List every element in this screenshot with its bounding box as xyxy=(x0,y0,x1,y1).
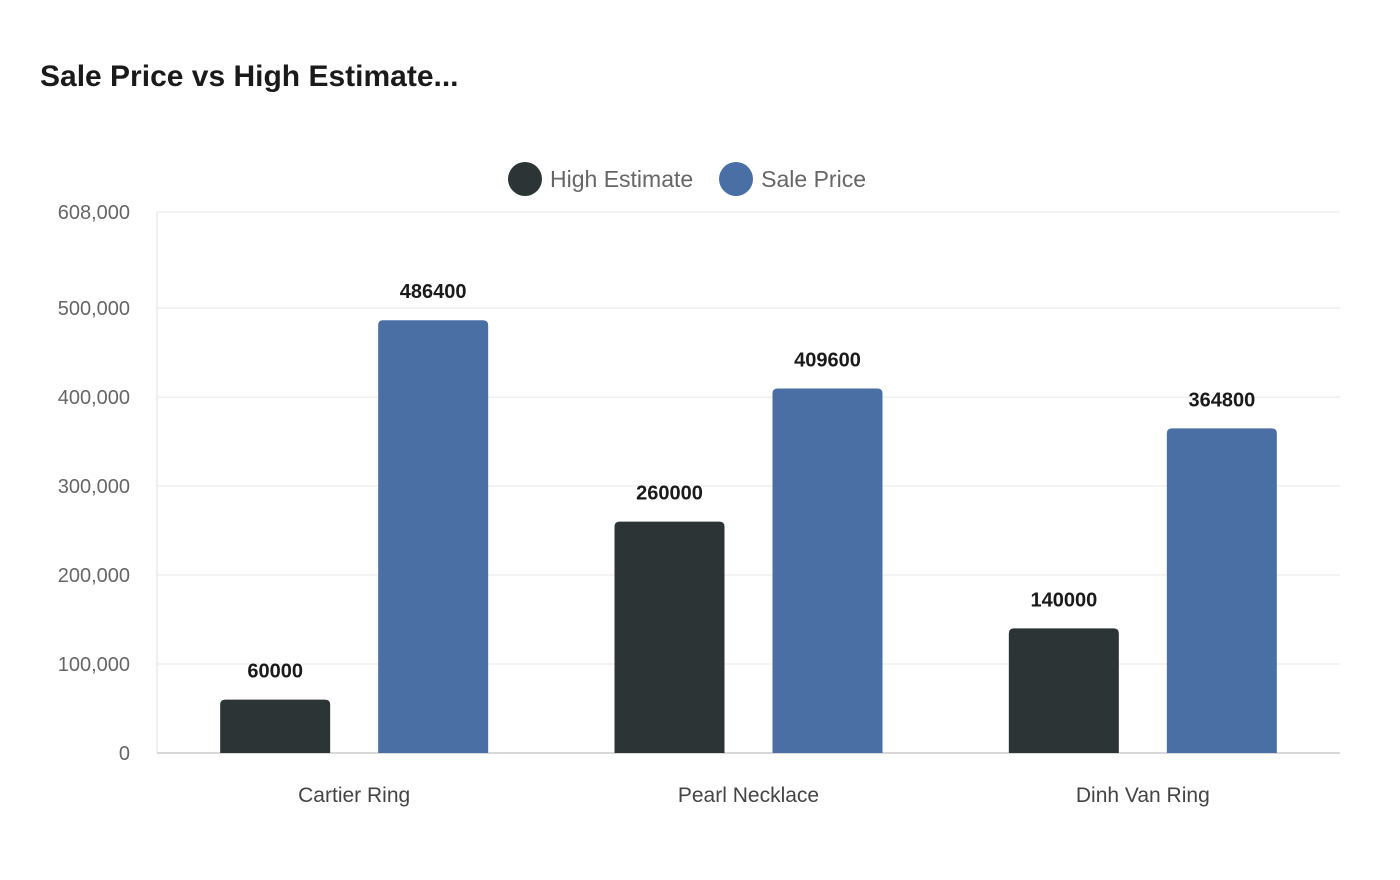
y-tick-label: 400,000 xyxy=(58,387,130,409)
y-tick-label: 608,000 xyxy=(58,202,130,224)
legend-label: High Estimate xyxy=(550,165,694,192)
y-tick-label: 0 xyxy=(119,743,130,765)
y-tick-label: 100,000 xyxy=(58,654,130,676)
bar-sale-price xyxy=(1166,428,1277,753)
data-label: 60000 xyxy=(247,661,303,683)
legend-item-high-estimate[interactable]: High Estimate xyxy=(508,162,693,196)
bar-high-estimate xyxy=(614,521,725,753)
legend: High Estimate Sale Price xyxy=(0,162,1400,196)
data-label: 364800 xyxy=(1188,389,1255,411)
data-label: 486400 xyxy=(400,281,467,303)
y-tick-label: 300,000 xyxy=(58,476,130,498)
data-label: 260000 xyxy=(636,483,703,505)
bar-high-estimate xyxy=(1008,628,1119,753)
y-tick-label: 200,000 xyxy=(58,565,130,587)
legend-swatch-sale-price xyxy=(719,162,754,196)
bar-sale-price xyxy=(378,320,489,753)
legend-label: Sale Price xyxy=(761,165,866,192)
legend-swatch-high-estimate xyxy=(508,162,542,196)
chart-title: Sale Price vs High Estimate... xyxy=(40,60,459,93)
data-label: 409600 xyxy=(794,350,861,372)
x-tick-label: Dinh Van Ring xyxy=(1076,784,1210,807)
bar-sale-price xyxy=(772,388,883,753)
legend-item-sale-price[interactable]: Sale Price xyxy=(719,162,866,196)
y-tick-label: 500,000 xyxy=(58,298,130,320)
x-tick-label: Cartier Ring xyxy=(298,784,410,807)
bar-high-estimate xyxy=(220,699,331,753)
data-label: 140000 xyxy=(1030,589,1097,611)
x-tick-label: Pearl Necklace xyxy=(678,784,819,807)
